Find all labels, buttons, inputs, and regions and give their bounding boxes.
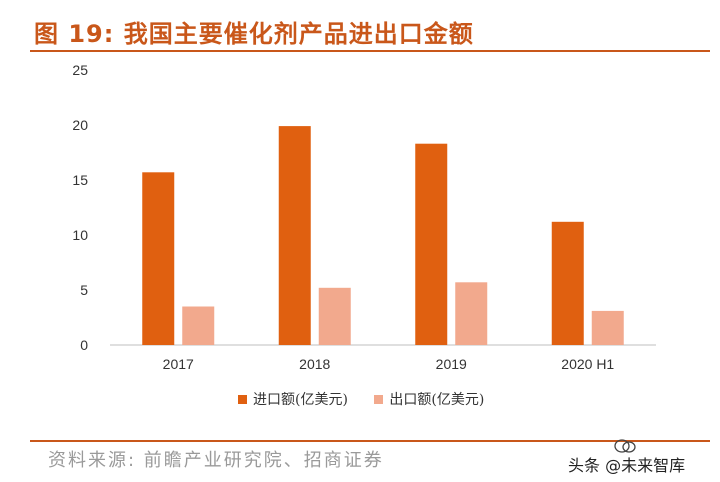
y-tick-label: 15 [72,172,88,188]
legend-swatch-import [238,394,247,404]
x-tick-label: 2018 [299,356,330,372]
bar-export [318,287,351,345]
bar-export [182,306,215,345]
bar-import [142,172,175,345]
y-tick-label: 5 [80,282,88,298]
chart-legend: 进口额(亿美元) 出口额(亿美元) [238,389,506,409]
bar-export [455,282,488,345]
legend-swatch-export [374,394,384,404]
source-divider [30,440,710,442]
title-divider [30,50,710,52]
legend-label-import: 进口额(亿美元) [253,392,348,408]
legend-item-export: 出口额(亿美元) [374,389,484,409]
legend-item-import: 进口额(亿美元) [238,389,348,409]
bar-import [551,221,584,345]
y-tick-label: 10 [72,227,88,243]
y-tick-label: 20 [72,117,88,133]
figure-title: 图 19: 我国主要催化剂产品进出口金额 [34,20,474,48]
x-tick-label: 2017 [163,356,194,372]
source-note: 资料来源: 前瞻产业研究院、招商证券 [48,450,384,471]
watermark-logo-icon [614,439,636,453]
watermark-text: 头条 @未来智库 [568,456,686,475]
bar-export [591,310,624,345]
bar-import [278,126,311,345]
bar-import [415,143,448,345]
y-tick-label: 25 [72,62,88,78]
x-tick-label: 2020 H1 [561,356,614,372]
legend-label-export: 出口额(亿美元) [389,392,485,408]
y-tick-label: 0 [80,337,88,353]
x-tick-label: 2019 [436,356,467,372]
